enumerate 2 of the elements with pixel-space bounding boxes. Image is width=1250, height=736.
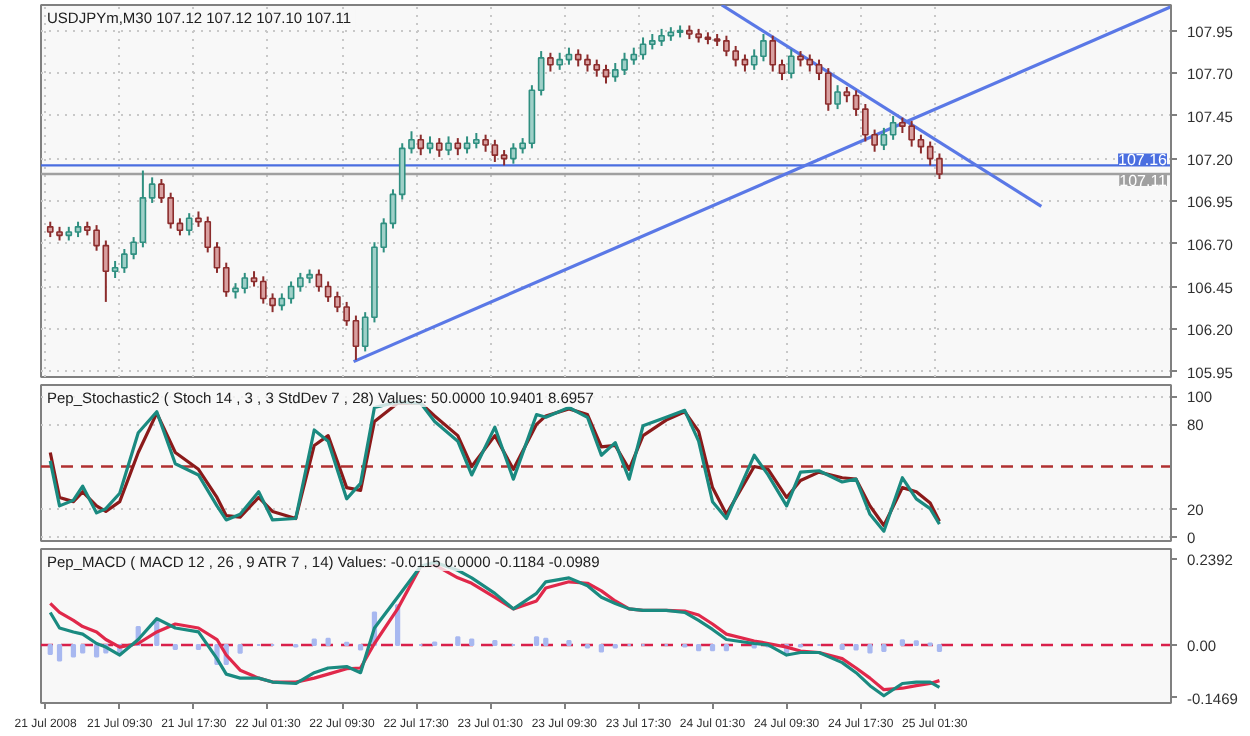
ref-line-label: 107.11 bbox=[1119, 171, 1169, 190]
ref-line-label: 107.16 bbox=[1118, 151, 1169, 170]
